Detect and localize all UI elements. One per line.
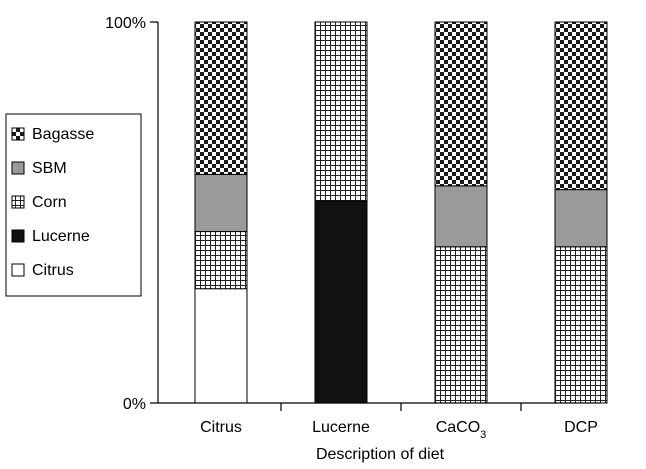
legend-label-lucerne: Lucerne [32, 228, 90, 245]
x-axis-title: Description of diet [316, 446, 445, 463]
bar-segment-caco3-corn [434, 246, 488, 404]
bar-segment-citrus-sbm [194, 173, 248, 233]
x-tick-label-lucerne: Lucerne [312, 419, 370, 436]
legend-label-bagasse: Bagasse [32, 126, 94, 143]
bar-segment-dcp-sbm [554, 189, 608, 248]
legend-swatch-corn [11, 195, 25, 209]
x-tick-label-dcp: DCP [564, 419, 598, 436]
legend-frame [5, 113, 142, 297]
bars-group [194, 21, 608, 404]
bar-segment-caco3-sbm [434, 185, 488, 248]
x-tick-marks [280, 403, 522, 411]
bar-segment-dcp-bagasse [554, 21, 608, 191]
bar-segment-citrus-bagasse [194, 21, 248, 175]
legend-label-citrus: Citrus [32, 262, 74, 279]
legend-swatch-citrus [11, 263, 25, 277]
legend-swatch-sbm [11, 161, 25, 175]
legend-swatch-bagasse [11, 127, 25, 141]
bar-segment-caco3-bagasse [434, 21, 488, 187]
bar-segment-dcp-corn [554, 246, 608, 404]
bar-segment-citrus-citrus [194, 288, 248, 404]
plot-area: 0% 100% Citrus Lucerne CaCO3 DCP Descriptio… [105, 15, 608, 463]
legend-swatch-lucerne [11, 229, 25, 243]
legend-label-corn: Corn [32, 194, 67, 211]
bar-segment-lucerne-corn [314, 21, 368, 202]
y-tick-label-0: 0% [123, 396, 146, 413]
bar-segment-lucerne-lucerne [314, 200, 368, 404]
x-tick-label-caco3: CaCO3 [436, 419, 487, 441]
x-tick-label-citrus: Citrus [200, 419, 242, 436]
y-tick-label-100: 100% [105, 15, 146, 32]
x-tick-labels: Citrus Lucerne CaCO3 DCP [200, 419, 598, 441]
bar-segment-citrus-corn [194, 231, 248, 290]
legend: Bagasse SBM Corn Lucerne Citrus [5, 113, 142, 297]
legend-label-sbm: SBM [32, 160, 67, 177]
